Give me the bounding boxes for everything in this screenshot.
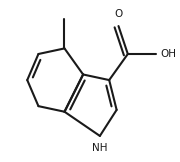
Text: OH: OH [160,49,176,59]
Text: O: O [114,9,123,19]
Text: NH: NH [92,143,108,153]
